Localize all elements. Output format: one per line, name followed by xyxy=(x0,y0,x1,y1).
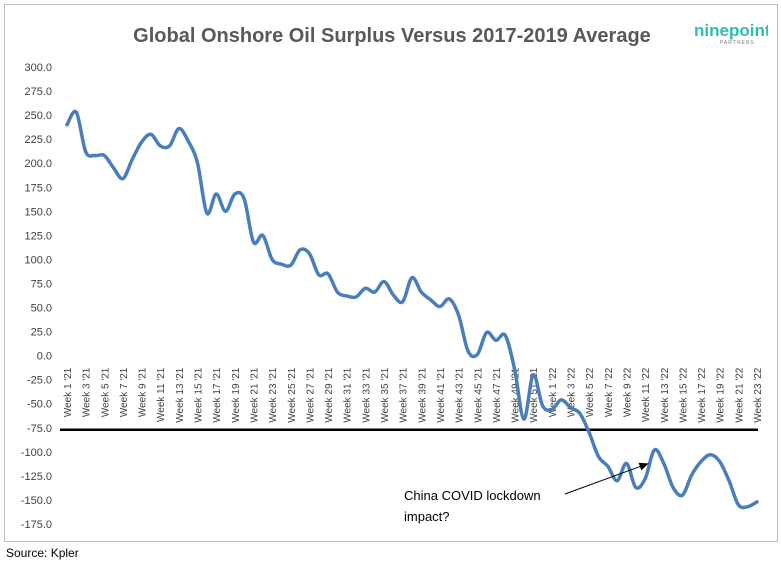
x-tick-label: Week 17 '21 xyxy=(212,367,223,423)
y-tick-label: 25.0 xyxy=(31,327,52,339)
y-tick-label: 200.0 xyxy=(24,158,52,170)
y-tick-label: -125.0 xyxy=(21,471,52,483)
y-tick-label: 275.0 xyxy=(24,86,52,98)
annotation-text-line1: China COVID lockdown xyxy=(404,488,541,503)
x-tick-label: Week 11 '22 xyxy=(641,367,652,422)
x-tick-label: Week 43 '21 xyxy=(455,367,466,423)
x-tick-label: Week 17 '22 xyxy=(697,367,708,423)
annotation-arrowhead xyxy=(638,462,649,471)
x-tick-label: Week 51 '21 xyxy=(529,367,540,423)
x-tick-label: Week 7 '21 xyxy=(119,367,130,417)
x-tick-label: Week 37 '21 xyxy=(399,367,410,423)
y-tick-label: 75.0 xyxy=(31,278,52,290)
x-axis: Week 1 '21 Week 3 '21 Week 5 '21 Week 7 '21… xyxy=(63,367,764,423)
y-tick-label: -150.0 xyxy=(21,495,52,507)
x-tick-label: Week 33 '21 xyxy=(361,367,372,423)
y-tick-label: -50.0 xyxy=(27,399,52,411)
y-tick-label: 225.0 xyxy=(24,134,52,146)
x-tick-label: Week 39 '21 xyxy=(417,367,428,423)
y-tick-label: -175.0 xyxy=(21,519,52,531)
x-tick-label: Week 19 '22 xyxy=(716,367,727,423)
x-tick-label: Week 15 '22 xyxy=(678,367,689,423)
x-tick-label: Week 9 '22 xyxy=(622,367,633,417)
series-group xyxy=(65,109,759,510)
x-tick-label: Week 5 '21 xyxy=(100,367,111,417)
y-tick-label: 150.0 xyxy=(24,206,52,218)
x-tick-label: Week 29 '21 xyxy=(324,367,335,423)
x-tick-label: Week 13 '21 xyxy=(175,367,186,423)
annotation-arrow xyxy=(564,462,649,495)
y-tick-label: 0.0 xyxy=(37,351,52,363)
x-tick-label: Week 23 '22 xyxy=(753,367,764,423)
y-axis: 300.0 275.0 250.0 225.0 200.0 175.0 150.0 125.0… xyxy=(21,62,52,531)
annotation-group: China COVID lockdown impact? xyxy=(404,462,649,524)
x-tick-label: Week 31 '21 xyxy=(343,367,354,423)
x-tick-label: Week 3 '22 xyxy=(567,367,578,417)
logo-wordmark: ninepoint xyxy=(694,21,768,40)
x-tick-label: Week 21 '21 xyxy=(249,367,260,423)
chart-frame xyxy=(4,4,778,542)
y-tick-label: -100.0 xyxy=(21,447,52,459)
y-tick-label: 100.0 xyxy=(24,254,52,266)
x-tick-label: Week 45 '21 xyxy=(473,367,484,423)
x-tick-label: Week 25 '21 xyxy=(287,367,298,423)
x-tick-label: Week 47 '21 xyxy=(492,367,503,423)
x-tick-label: Week 21 '22 xyxy=(734,367,745,423)
x-tick-label: Week 1 '21 xyxy=(63,367,74,417)
y-tick-label: 300.0 xyxy=(24,62,52,74)
x-tick-label: Week 23 '21 xyxy=(268,367,279,423)
source-note: Source: Kpler xyxy=(6,546,79,560)
ninepoint-logo: ninepoint PARTNERS xyxy=(694,21,768,46)
logo-subtitle: PARTNERS xyxy=(720,40,755,46)
x-tick-label: Week 7 '22 xyxy=(604,367,615,417)
x-tick-label: Week 15 '21 xyxy=(194,367,205,423)
x-tick-label: Week 49 '21 xyxy=(511,367,522,423)
chart-title: Global Onshore Oil Surplus Versus 2017-2… xyxy=(133,25,651,47)
y-tick-label: 125.0 xyxy=(24,230,52,242)
x-tick-label: Week 11 '21 xyxy=(156,367,167,422)
x-tick-label: Week 13 '22 xyxy=(660,367,671,423)
x-tick-label: Week 5 '22 xyxy=(585,367,596,417)
y-tick-label: 175.0 xyxy=(24,182,52,194)
y-tick-label: 250.0 xyxy=(24,110,52,122)
y-tick-label: -75.0 xyxy=(27,423,52,435)
x-tick-label: Week 9 '21 xyxy=(138,367,149,417)
y-tick-label: -25.0 xyxy=(27,375,52,387)
x-tick-label: Week 27 '21 xyxy=(305,367,316,423)
series-line xyxy=(65,109,759,510)
x-tick-label: Week 41 '21 xyxy=(436,367,447,423)
x-tick-label: Week 3 '21 xyxy=(82,367,93,417)
annotation-text-line2: impact? xyxy=(404,509,450,524)
x-tick-label: Week 19 '21 xyxy=(231,367,242,423)
x-tick-label: Week 35 '21 xyxy=(380,367,391,423)
y-tick-label: 50.0 xyxy=(31,303,52,315)
x-tick-label: Week 1 '22 xyxy=(548,367,559,417)
